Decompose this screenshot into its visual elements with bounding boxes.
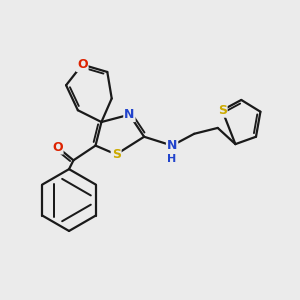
Text: S: S (112, 148, 121, 161)
Text: O: O (77, 58, 88, 71)
Text: N: N (167, 139, 177, 152)
Text: S: S (218, 104, 226, 117)
Text: O: O (52, 141, 63, 154)
Text: N: N (124, 108, 135, 121)
Text: H: H (167, 154, 177, 164)
